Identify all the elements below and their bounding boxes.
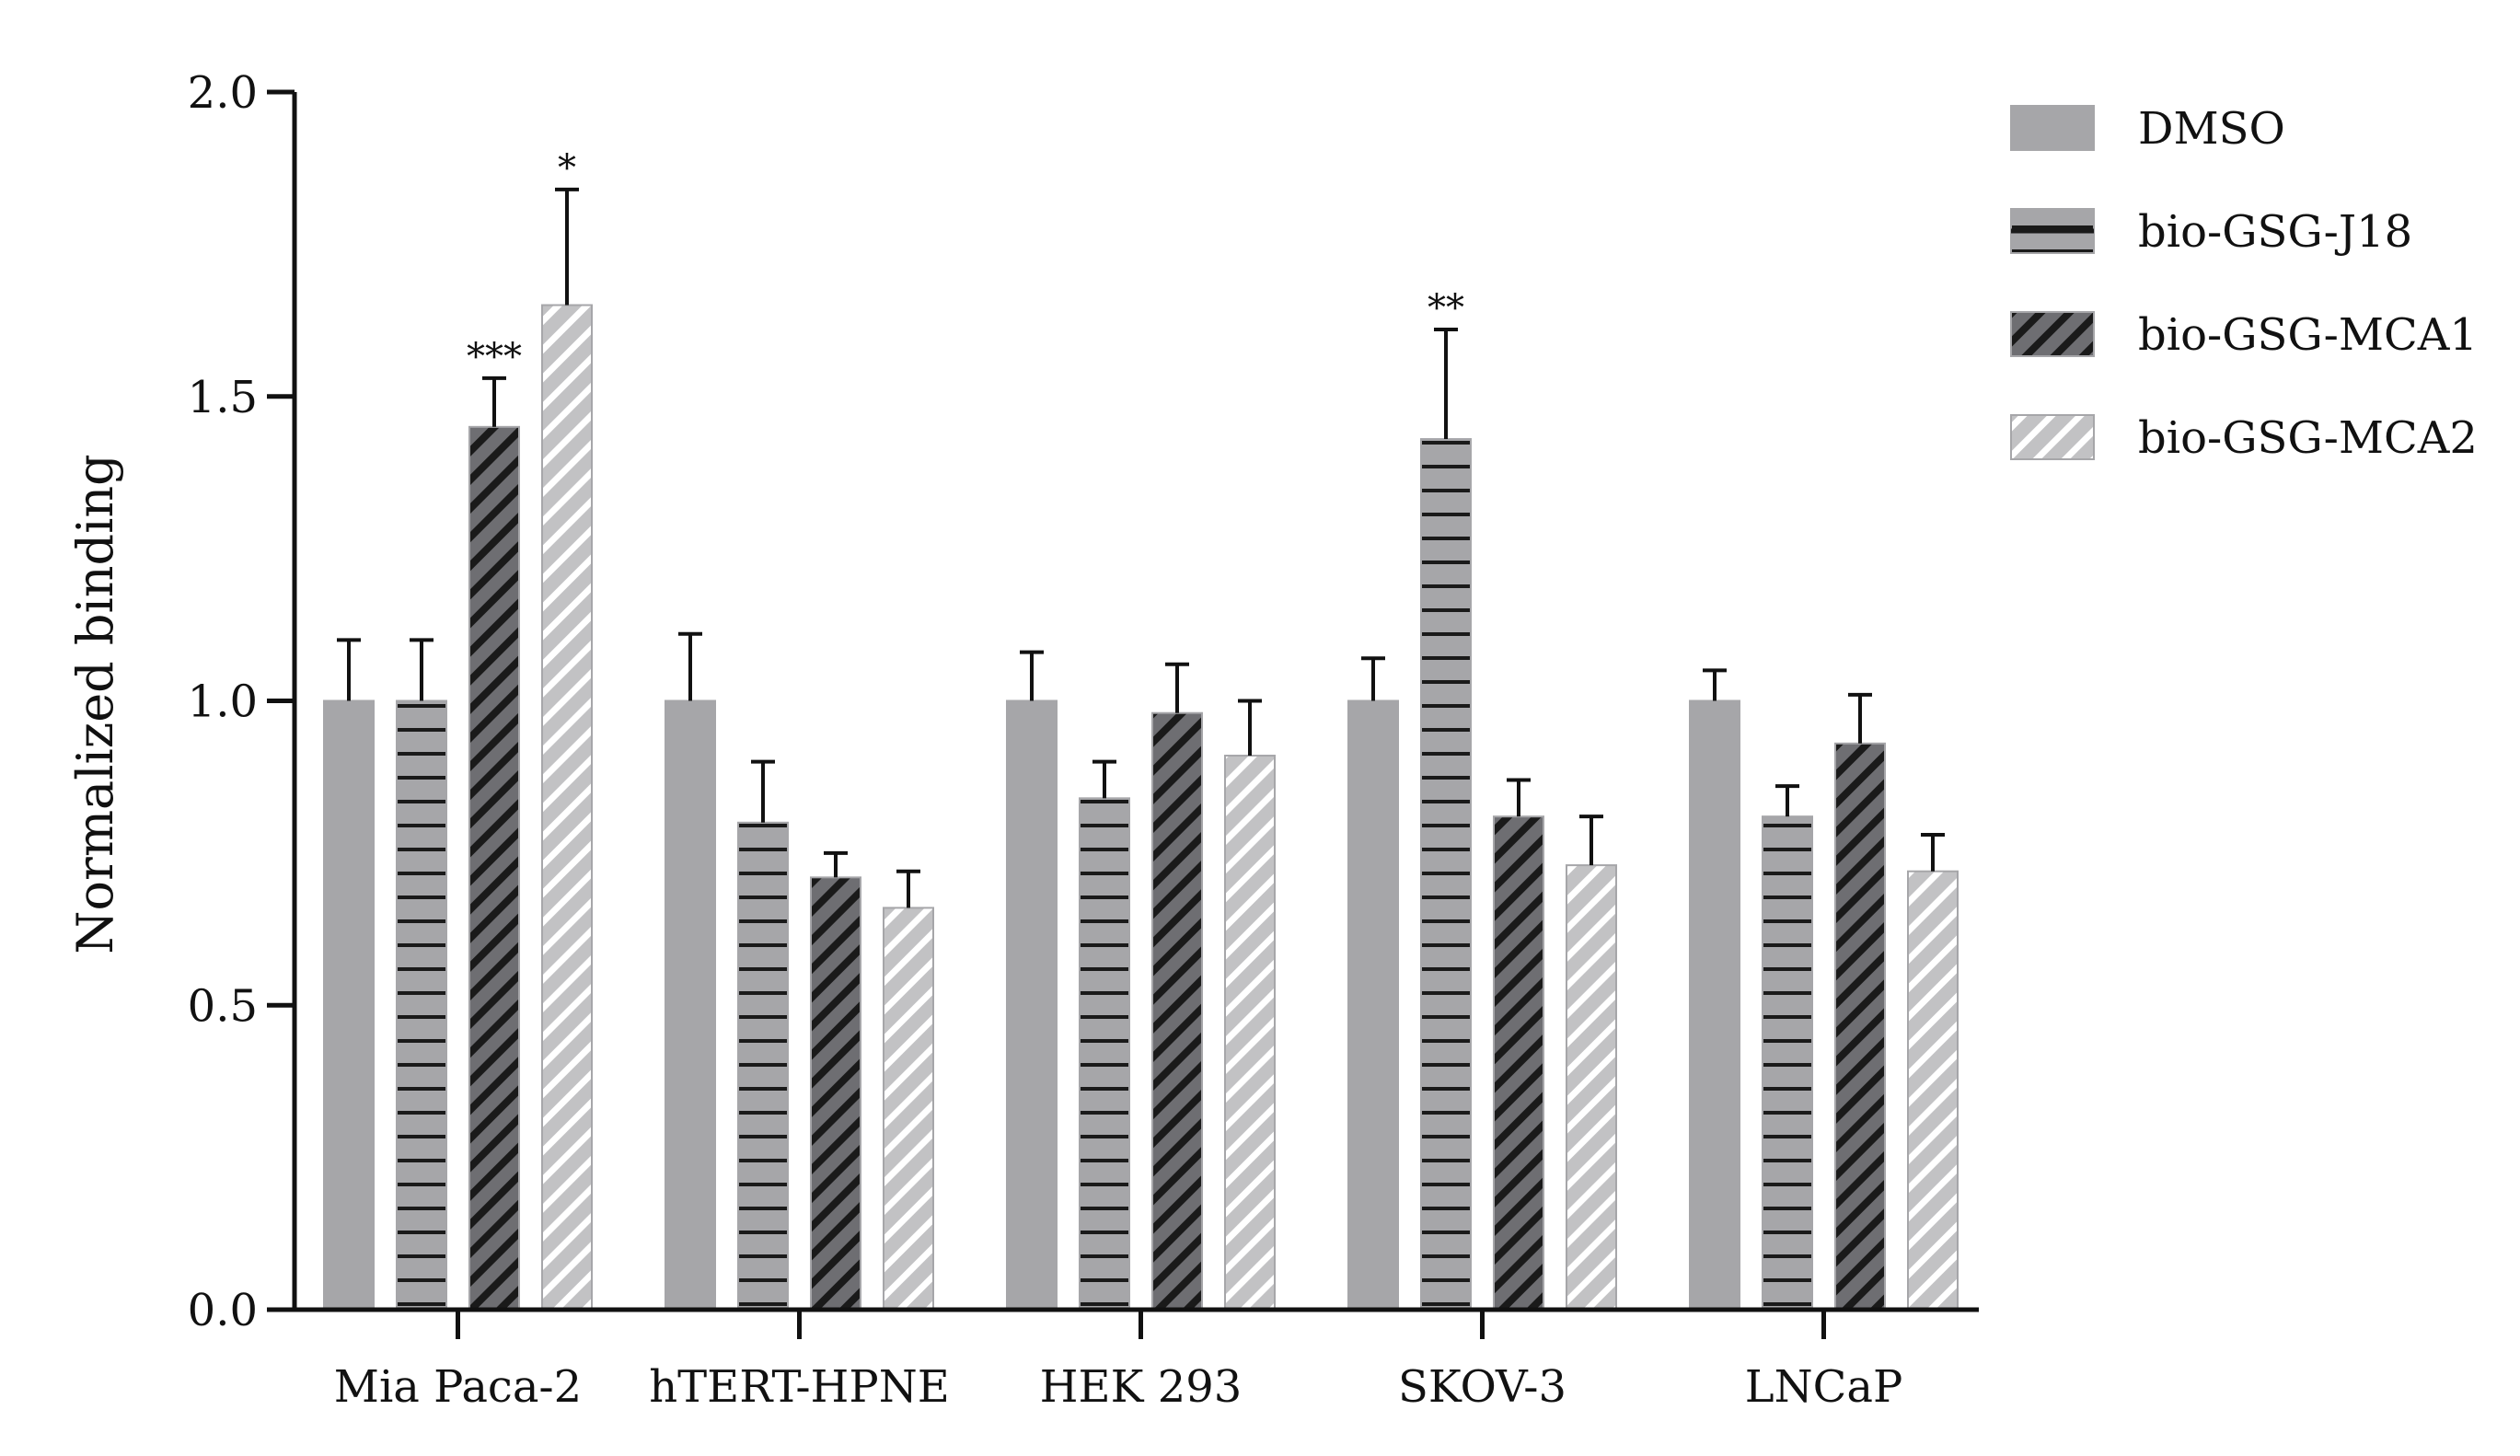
bar-bio-gsg-mca2-lncap — [1907, 870, 1959, 1311]
significance-layer: ****** — [467, 147, 1464, 378]
y-tick-label: 0.5 — [188, 980, 258, 1032]
bar-bio-gsg-mca2-skov-3 — [1566, 864, 1617, 1311]
bar-bio-gsg-j18-lncap — [1762, 815, 1813, 1311]
x-tick-label: SKOV-3 — [1398, 1361, 1566, 1413]
bar-dmso-mia-paca-2 — [323, 699, 375, 1311]
bar-bio-gsg-mca1-lncap — [1834, 742, 1886, 1311]
bar-bio-gsg-j18-skov-3 — [1420, 438, 1472, 1311]
significance-bio-gsg-mca1-mia-paca-2: *** — [467, 336, 522, 378]
y-tick-label: 2.0 — [188, 67, 258, 119]
bar-bio-gsg-j18-hek-293 — [1079, 797, 1130, 1311]
y-tick-label: 1.0 — [188, 676, 258, 728]
y-tick-label: 1.5 — [188, 372, 258, 423]
legend-label-dmso: DMSO — [2138, 103, 2285, 155]
x-tick-label: hTERT-HPNE — [649, 1361, 950, 1413]
bar-dmso-lncap — [1689, 699, 1740, 1311]
error-bars-layer — [337, 187, 1945, 908]
x-tick-label: LNCaP — [1745, 1361, 1903, 1413]
legend-swatch-bio-gsg-mca2 — [2010, 414, 2095, 460]
significance-bio-gsg-j18-skov-3: ** — [1428, 287, 1464, 329]
bar-bio-gsg-mca1-hek-293 — [1151, 711, 1203, 1311]
bar-bio-gsg-mca2-hek-293 — [1224, 755, 1276, 1311]
bar-bio-gsg-j18-mia-paca-2 — [396, 699, 447, 1311]
legend-label-bio-gsg-j18: bio-GSG-J18 — [2138, 206, 2412, 258]
x-ticks: Mia Paca-2 hTERT-HPNE HEK 293 SKOV-3 LNCaP — [334, 1310, 1902, 1413]
bar-dmso-htert-hpne — [665, 699, 716, 1311]
bar-dmso-hek-293 — [1006, 699, 1058, 1311]
bar-bio-gsg-mca2-htert-hpne — [883, 907, 934, 1311]
bar-bio-gsg-mca1-skov-3 — [1493, 815, 1544, 1311]
x-tick-label: Mia Paca-2 — [334, 1361, 582, 1413]
legend: DMSO bio-GSG-J18 bio-GSG-MCA1 bio-GSG-MCA2 — [2010, 103, 2478, 464]
bar-bio-gsg-mca1-htert-hpne — [810, 876, 861, 1312]
bar-dmso-skov-3 — [1347, 699, 1399, 1311]
legend-label-bio-gsg-mca2: bio-GSG-MCA2 — [2138, 412, 2478, 464]
x-tick-label: HEK 293 — [1040, 1361, 1243, 1413]
y-tick-label: 0.0 — [188, 1285, 258, 1336]
bar-bio-gsg-j18-htert-hpne — [737, 821, 789, 1311]
legend-label-bio-gsg-mca1: bio-GSG-MCA1 — [2138, 309, 2478, 361]
y-axis-label: Normalized binding — [66, 454, 124, 953]
y-ticks: 0.0 0.5 1.0 1.5 2.0 — [188, 67, 295, 1336]
significance-bio-gsg-mca2-mia-paca-2: * — [558, 147, 576, 190]
bar-bio-gsg-mca2-mia-paca-2 — [541, 304, 593, 1311]
bars-layer — [323, 304, 1959, 1312]
axes: 0.0 0.5 1.0 1.5 2.0 Mia Paca-2 hTERT-HPNE HEK … — [188, 67, 1979, 1413]
legend-swatch-bio-gsg-mca1 — [2010, 311, 2095, 357]
bar-bio-gsg-mca1-mia-paca-2 — [468, 425, 520, 1311]
legend-swatch-dmso — [2010, 105, 2095, 151]
